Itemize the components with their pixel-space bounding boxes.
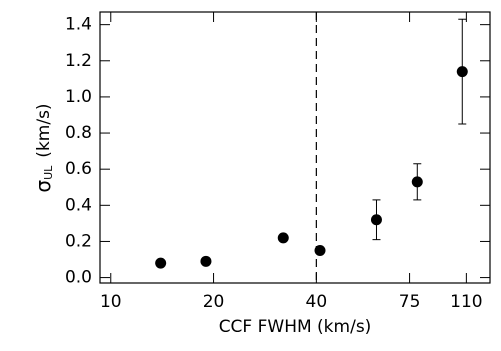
data-point [314,244,326,256]
y-axis-label: σUL (km/s) [31,103,56,192]
data-point [370,214,382,226]
y-tick-label: 0.4 [65,195,92,215]
x-tick-label: 10 [100,292,122,312]
data-point [200,255,212,267]
y-tick-label: 1.2 [65,51,92,71]
x-tick-label: 40 [306,292,328,312]
y-tick-label: 0.8 [65,123,92,143]
y-tick-label: 1.0 [65,87,92,107]
data-point [155,257,167,269]
y-label-subscript: UL [42,165,55,180]
y-tick-label: 0.2 [65,231,92,251]
x-tick-label: 75 [399,292,421,312]
y-tick-label: 1.4 [65,15,92,35]
plot-frame [99,11,491,284]
y-tick-label: 0.6 [65,159,92,179]
y-label-unit: (km/s) [34,103,54,157]
x-axis-label: CCF FWHM (km/s) [219,317,372,337]
data-point [411,176,423,188]
x-tick-label: 20 [203,292,225,312]
y-tick-label: 0.0 [65,268,92,288]
data-point [456,66,468,78]
y-label-symbol: σ [31,180,55,193]
x-tick-label: 110 [450,292,482,312]
data-point [277,232,289,244]
